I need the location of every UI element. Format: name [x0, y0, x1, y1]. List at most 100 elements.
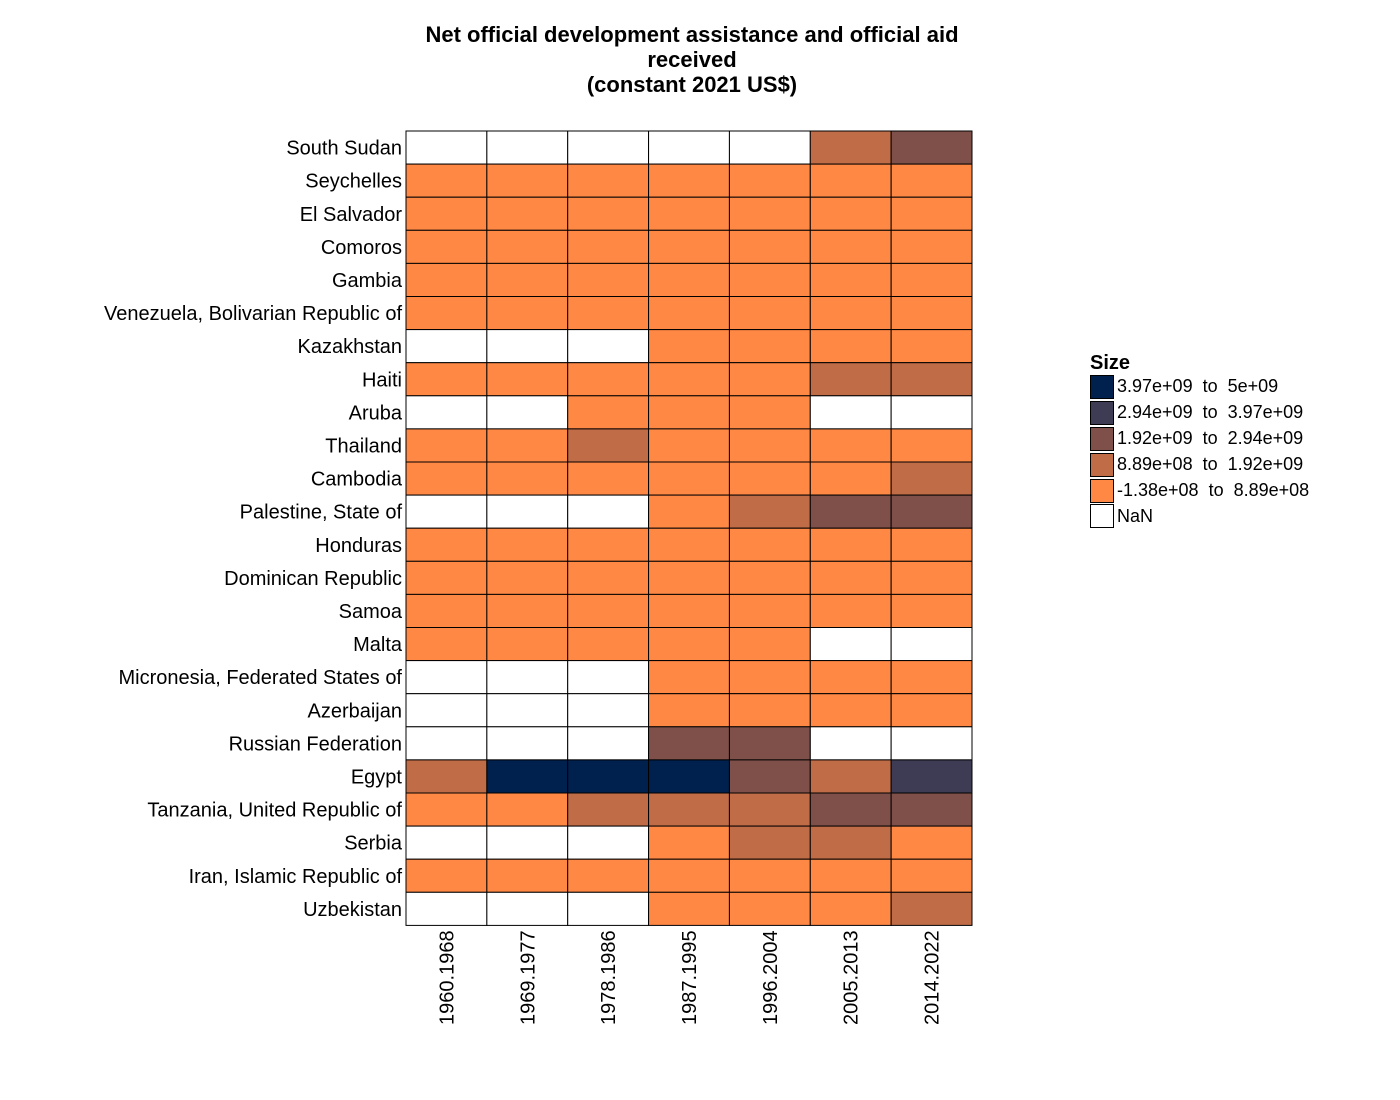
y-tick-label: Samoa	[339, 601, 403, 623]
heatmap-cell	[648, 593, 730, 629]
heatmap-cell	[809, 296, 892, 331]
heatmap-cell	[728, 527, 811, 562]
legend-label: 2.94e+09 to 3.97e+09	[1117, 402, 1304, 423]
y-tick-label: Iran, Islamic Republic of	[189, 866, 403, 888]
heatmap-cell	[648, 329, 730, 364]
heatmap-cell	[648, 858, 730, 893]
heatmap-cell	[567, 163, 650, 198]
heatmap-cell	[890, 726, 973, 761]
heatmap-cell	[486, 726, 569, 761]
heatmap-cell	[567, 130, 650, 165]
legend-swatch	[1090, 374, 1114, 399]
heatmap-cell	[890, 262, 973, 297]
heatmap-cell	[405, 461, 488, 496]
heatmap-cell	[648, 792, 730, 827]
legend-items: 3.97e+09 to 5e+09 2.94e+09 to 3.97e+09 1.9…	[1090, 374, 1309, 529]
heatmap-cell	[809, 428, 892, 463]
heatmap-cell	[648, 196, 730, 231]
y-tick-label: Malta	[353, 634, 403, 656]
heatmap-cell	[486, 130, 569, 165]
heatmap-cell	[890, 858, 973, 893]
heatmap-cell	[809, 560, 892, 595]
heatmap-cell	[567, 693, 650, 728]
chart-title-line-2: received	[647, 47, 737, 72]
heatmap-cell	[486, 693, 569, 728]
heatmap-cell	[890, 792, 973, 827]
heatmap-cell	[890, 693, 973, 728]
heatmap-cell	[648, 262, 730, 297]
heatmap-cell	[405, 726, 488, 761]
legend-swatch	[1090, 504, 1114, 529]
heatmap-cell	[486, 362, 569, 397]
y-tick-label: Uzbekistan	[303, 899, 402, 921]
heatmap-cell	[809, 726, 892, 761]
heatmap-cell	[728, 593, 811, 629]
heatmap-cell	[648, 891, 730, 926]
heatmap-cell	[486, 825, 569, 860]
heatmap-cell	[728, 858, 811, 893]
heatmap-cell	[648, 461, 730, 496]
heatmap-cell	[567, 825, 650, 860]
heatmap-cell	[728, 196, 811, 231]
y-tick-label: El Salvador	[300, 204, 403, 226]
heatmap-cell	[486, 494, 569, 529]
heatmap-cell	[648, 163, 730, 198]
chart-title-line-1: Net official development assistance and …	[425, 22, 959, 47]
x-tick-label: 1996.2004	[760, 930, 782, 1025]
heatmap-cell	[809, 395, 892, 430]
heatmap-cell	[728, 262, 811, 297]
heatmap-cell	[405, 296, 488, 331]
legend-swatch	[1090, 426, 1114, 451]
heatmap-cell	[728, 560, 811, 595]
legend-swatch	[1090, 400, 1114, 425]
heatmap-cell	[405, 693, 488, 728]
heatmap-cell	[405, 229, 488, 264]
heatmap-cell	[809, 759, 892, 794]
heatmap-cell	[890, 130, 973, 165]
heatmap-cell	[405, 660, 488, 695]
heatmap-cell	[567, 229, 650, 264]
heatmap-cell	[486, 262, 569, 297]
legend-label: 1.92e+09 to 2.94e+09	[1117, 428, 1304, 449]
y-tick-label: Haiti	[362, 369, 402, 391]
heatmap-cell	[567, 428, 650, 463]
heatmap-cell	[648, 362, 730, 397]
heatmap-cell	[648, 759, 730, 794]
heatmap-cell	[809, 792, 892, 827]
legend-item: 2.94e+09 to 3.97e+09	[1090, 400, 1309, 426]
heatmap-cell	[405, 527, 488, 562]
heatmap-cell	[567, 296, 650, 331]
heatmap-cell	[648, 693, 730, 728]
heatmap-cell	[809, 196, 892, 231]
heatmap-cell	[809, 660, 892, 695]
y-tick-label: Seychelles	[305, 171, 402, 193]
heatmap-cell	[648, 560, 730, 595]
heatmap-cell	[890, 329, 973, 364]
legend-label: -1.38e+08 to 8.89e+08	[1117, 480, 1310, 500]
heatmap-cell	[405, 395, 488, 430]
legend-label: 8.89e+08 to 1.92e+09	[1117, 454, 1304, 475]
heatmap-cell	[486, 296, 569, 331]
heatmap-cell	[648, 229, 730, 264]
heatmap-cell	[809, 627, 892, 662]
heatmap-cell	[648, 660, 730, 695]
heatmap-cell	[486, 792, 569, 827]
heatmap-cell	[890, 494, 973, 529]
x-tick-label: 2014.2022	[922, 930, 944, 1025]
heatmap-cell	[567, 362, 650, 397]
y-tick-label: Micronesia, Federated States of	[119, 667, 403, 689]
heatmap-cell	[890, 593, 973, 629]
heatmap-cell	[567, 759, 650, 794]
heatmap-cell	[728, 163, 811, 198]
legend-title: Size	[1090, 352, 1131, 374]
heatmap-cell	[890, 560, 973, 595]
heatmap-cell	[405, 428, 488, 463]
y-tick-label: Russian Federation	[229, 733, 402, 755]
x-tick-label: 1978.1986	[598, 930, 620, 1025]
heatmap-cell	[728, 825, 811, 860]
heatmap-cell	[567, 494, 650, 529]
heatmap-cell	[890, 527, 973, 562]
legend-swatch	[1090, 478, 1114, 503]
y-tick-label: Tanzania, United Republic of	[147, 800, 402, 822]
heatmap-cell	[809, 527, 892, 562]
